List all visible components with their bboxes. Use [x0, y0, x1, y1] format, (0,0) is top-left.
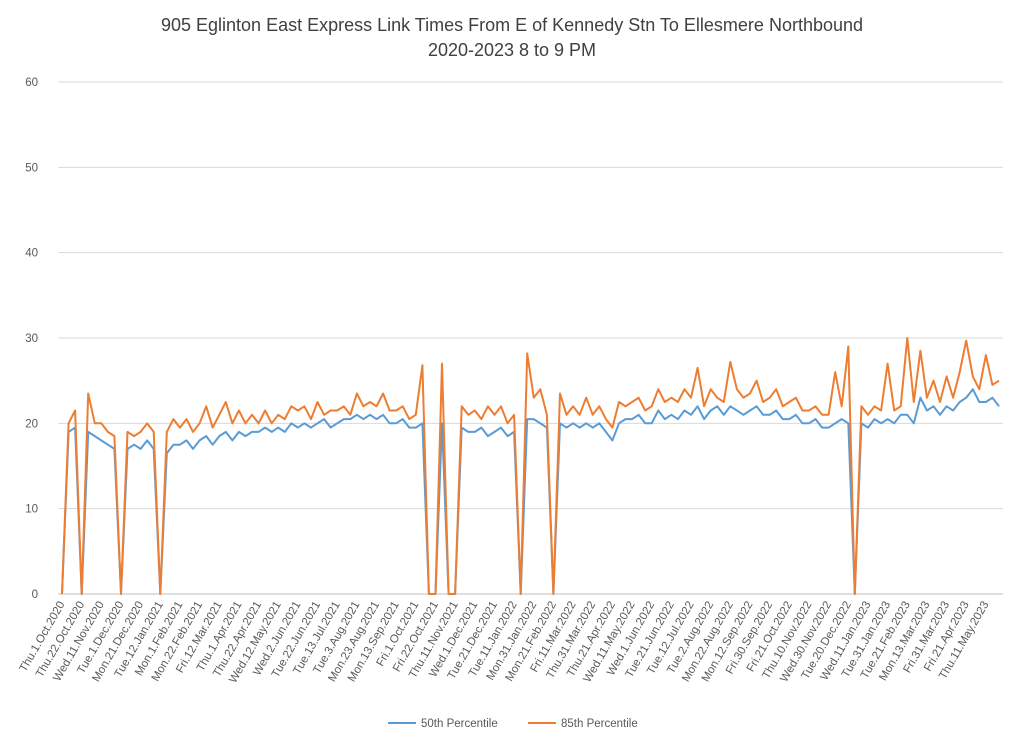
- y-tick-label: 30: [25, 333, 38, 345]
- legend-label: 85th Percentile: [561, 718, 638, 730]
- y-tick-label: 10: [25, 504, 38, 516]
- chart-subtitle: 2020-2023 8 to 9 PM: [428, 40, 596, 60]
- series-line: [61, 388, 1000, 595]
- y-tick-label: 50: [25, 162, 38, 174]
- y-tick-label: 40: [25, 248, 38, 260]
- chart-title: 905 Eglinton East Express Link Times Fro…: [161, 15, 863, 35]
- y-tick-label: 20: [25, 418, 38, 430]
- y-tick-label: 0: [32, 589, 38, 601]
- legend-label: 50th Percentile: [421, 718, 498, 730]
- y-tick-label: 60: [25, 77, 38, 89]
- series-line: [61, 337, 1000, 595]
